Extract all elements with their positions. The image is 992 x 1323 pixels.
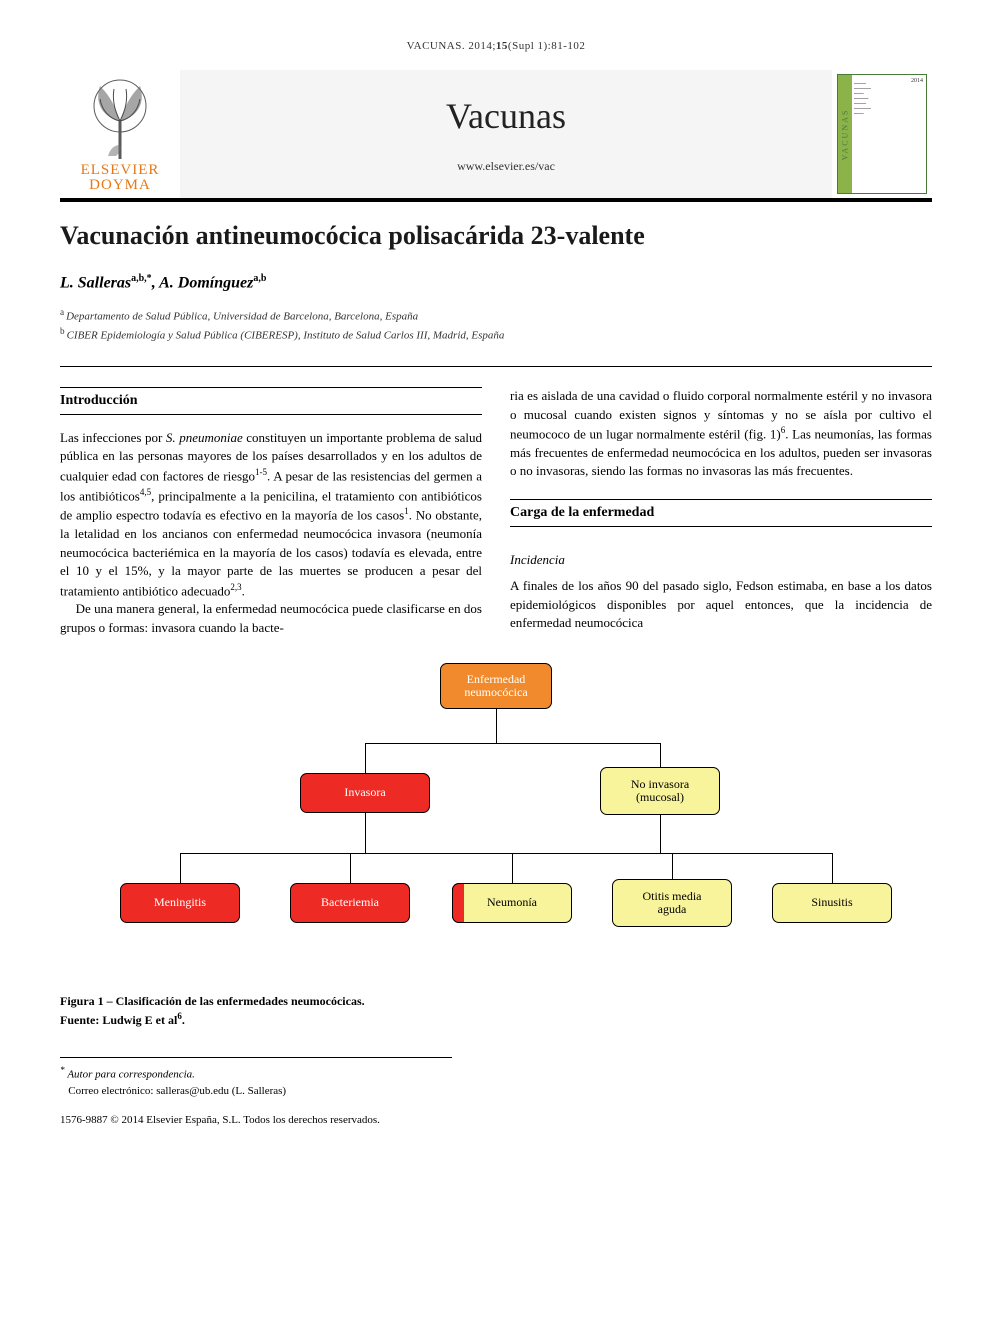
affiliations: aDepartamento de Salud Pública, Universi… xyxy=(60,306,932,344)
flowchart: Enfermedad neumocócica Invasora No invasor… xyxy=(60,663,932,983)
author-sep: , xyxy=(152,274,159,291)
heading-introduccion: Introducción xyxy=(60,387,482,415)
flowchart-node-bac: Bacteriemia xyxy=(290,883,410,923)
publisher-name: ELSEVIER DOYMA xyxy=(81,163,160,195)
flowchart-node-oti: Otitis media aguda xyxy=(612,879,732,927)
author-1-affil: a,b,* xyxy=(131,273,152,284)
flowchart-node-inv: Invasora xyxy=(300,773,430,813)
rh-issue: (Supl 1) xyxy=(508,40,548,52)
flowchart-node-men: Meningitis xyxy=(120,883,240,923)
flowchart-node-sin: Sinusitis xyxy=(772,883,892,923)
elsevier-tree-icon xyxy=(70,71,170,161)
right-column: ria es aislada de una cavidad o fluido c… xyxy=(510,387,932,637)
flowchart-connector xyxy=(180,853,512,854)
cover-body-lines: ━━━━━━━━━━━━━━━━━━━━━━━━━━━━━━━━━━━━━━ xyxy=(852,79,924,189)
figure-1: Enfermedad neumocócica Invasora No invasor… xyxy=(60,663,932,1029)
publisher-line1: ELSEVIER xyxy=(81,163,160,179)
author-2-affil: a,b xyxy=(253,273,266,284)
page: VACUNAS. 2014;15(Supl 1):81-102 ELSEVIER… xyxy=(0,0,992,1166)
ref-4-5: 4,5 xyxy=(140,487,151,497)
body-columns: Introducción Las infecciones por S. pneu… xyxy=(60,387,932,637)
rh-journal: VACUNAS. xyxy=(407,40,466,52)
publisher-logo-block: ELSEVIER DOYMA xyxy=(60,70,180,198)
publisher-line2: DOYMA xyxy=(81,178,160,194)
intro-para-1: Las infecciones por S. pneumoniae consti… xyxy=(60,429,482,600)
divider xyxy=(60,366,932,367)
subheading-incidencia: Incidencia xyxy=(510,551,932,569)
left-column: Introducción Las infecciones por S. pneu… xyxy=(60,387,482,637)
corresponding-email: Correo electrónico: salleras@ub.edu (L. … xyxy=(60,1083,452,1100)
article-title: Vacunación antineumocócica polisacárida … xyxy=(60,220,932,253)
figure-caption: Figura 1 – Clasificación de las enfermed… xyxy=(60,993,932,1029)
flowchart-node-neu: Neumonía xyxy=(452,883,572,923)
flowchart-connector xyxy=(365,813,366,853)
flowchart-connector xyxy=(365,743,660,744)
rh-volume: 15 xyxy=(496,40,508,52)
flowchart-connector xyxy=(350,853,351,883)
rh-pages: :81-102 xyxy=(548,40,586,52)
title-block: Vacunación antineumocócica polisacárida … xyxy=(60,220,932,344)
incidencia-para: A finales de los años 90 del pasado sigl… xyxy=(510,577,932,632)
flowchart-connector xyxy=(660,743,661,767)
author-2: A. Domínguez xyxy=(159,274,253,291)
flowchart-node-root: Enfermedad neumocócica xyxy=(440,663,552,709)
flowchart-node-noinv: No invasora (mucosal) xyxy=(600,767,720,815)
cover-spine: VACUNAS xyxy=(838,75,852,193)
copyright: 1576-9887 © 2014 Elsevier España, S.L. T… xyxy=(60,1114,932,1126)
flowchart-connector xyxy=(832,853,833,883)
author-1: L. Salleras xyxy=(60,274,131,291)
flowchart-connector xyxy=(512,853,513,883)
masthead-center: Vacunas www.elsevier.es/vac xyxy=(180,70,832,198)
affiliation-a: aDepartamento de Salud Pública, Universi… xyxy=(60,306,932,325)
spacer xyxy=(510,481,932,499)
flowchart-connector xyxy=(660,815,661,853)
flowchart-connector xyxy=(672,853,673,879)
authors: L. Sallerasa,b,*, A. Domíngueza,b xyxy=(60,273,932,292)
heading-carga: Carga de la enfermedad xyxy=(510,499,932,527)
rh-year: 2014; xyxy=(468,40,496,52)
journal-url: www.elsevier.es/vac xyxy=(457,159,555,174)
corresponding-author-note: * Autor para correspondencia. xyxy=(60,1064,452,1083)
masthead: ELSEVIER DOYMA Vacunas www.elsevier.es/v… xyxy=(60,70,932,202)
ref-2-3: 2,3 xyxy=(230,582,241,592)
flowchart-connector xyxy=(180,853,181,883)
flowchart-node-stripe xyxy=(452,883,464,923)
journal-name: Vacunas xyxy=(446,95,566,137)
intro-para-2: De una manera general, la enfermedad neu… xyxy=(60,600,482,637)
running-head: VACUNAS. 2014;15(Supl 1):81-102 xyxy=(60,40,932,52)
figure-caption-line2: Fuente: Ludwig E et al6. xyxy=(60,1010,932,1029)
flowchart-connector xyxy=(365,743,366,773)
affiliation-b: bCIBER Epidemiología y Salud Pública (CI… xyxy=(60,325,932,344)
cover-spine-text: VACUNAS xyxy=(841,108,850,160)
flowchart-connector xyxy=(496,709,497,743)
ref-1-5: 1-5 xyxy=(255,467,267,477)
email-address: salleras@ub.edu xyxy=(156,1085,229,1097)
cover-thumbnail: VACUNAS 2014 ━━━━━━━━━━━━━━━━━━━━━━━━━━━… xyxy=(837,74,927,194)
intro-para-2-cont: ria es aislada de una cavidad o fluido c… xyxy=(510,387,932,481)
footnotes: * Autor para correspondencia. Correo ele… xyxy=(60,1057,452,1100)
cover-thumbnail-wrap: VACUNAS 2014 ━━━━━━━━━━━━━━━━━━━━━━━━━━━… xyxy=(832,70,932,198)
figure-caption-line1: Figura 1 – Clasificación de las enfermed… xyxy=(60,993,932,1010)
